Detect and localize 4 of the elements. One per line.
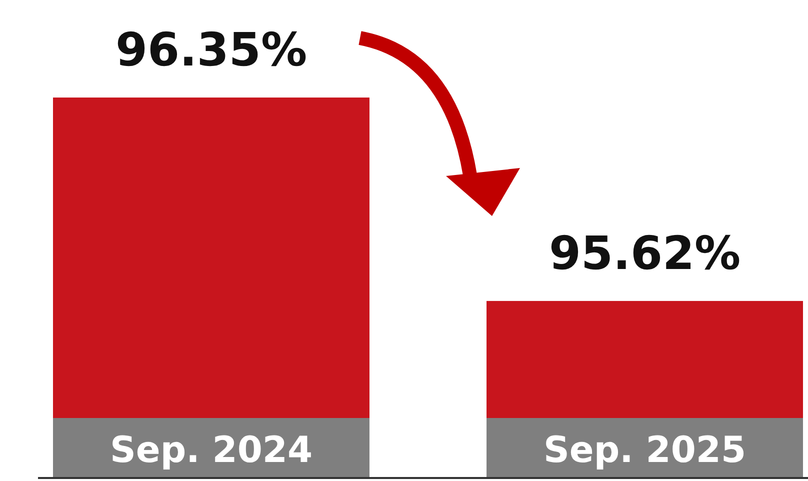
x-tick-label: Sep. 2025 (543, 430, 746, 471)
x-tick-label: Sep. 2024 (110, 430, 313, 471)
data-label: 95.62% (548, 226, 741, 280)
data-label: 96.35% (115, 22, 308, 77)
